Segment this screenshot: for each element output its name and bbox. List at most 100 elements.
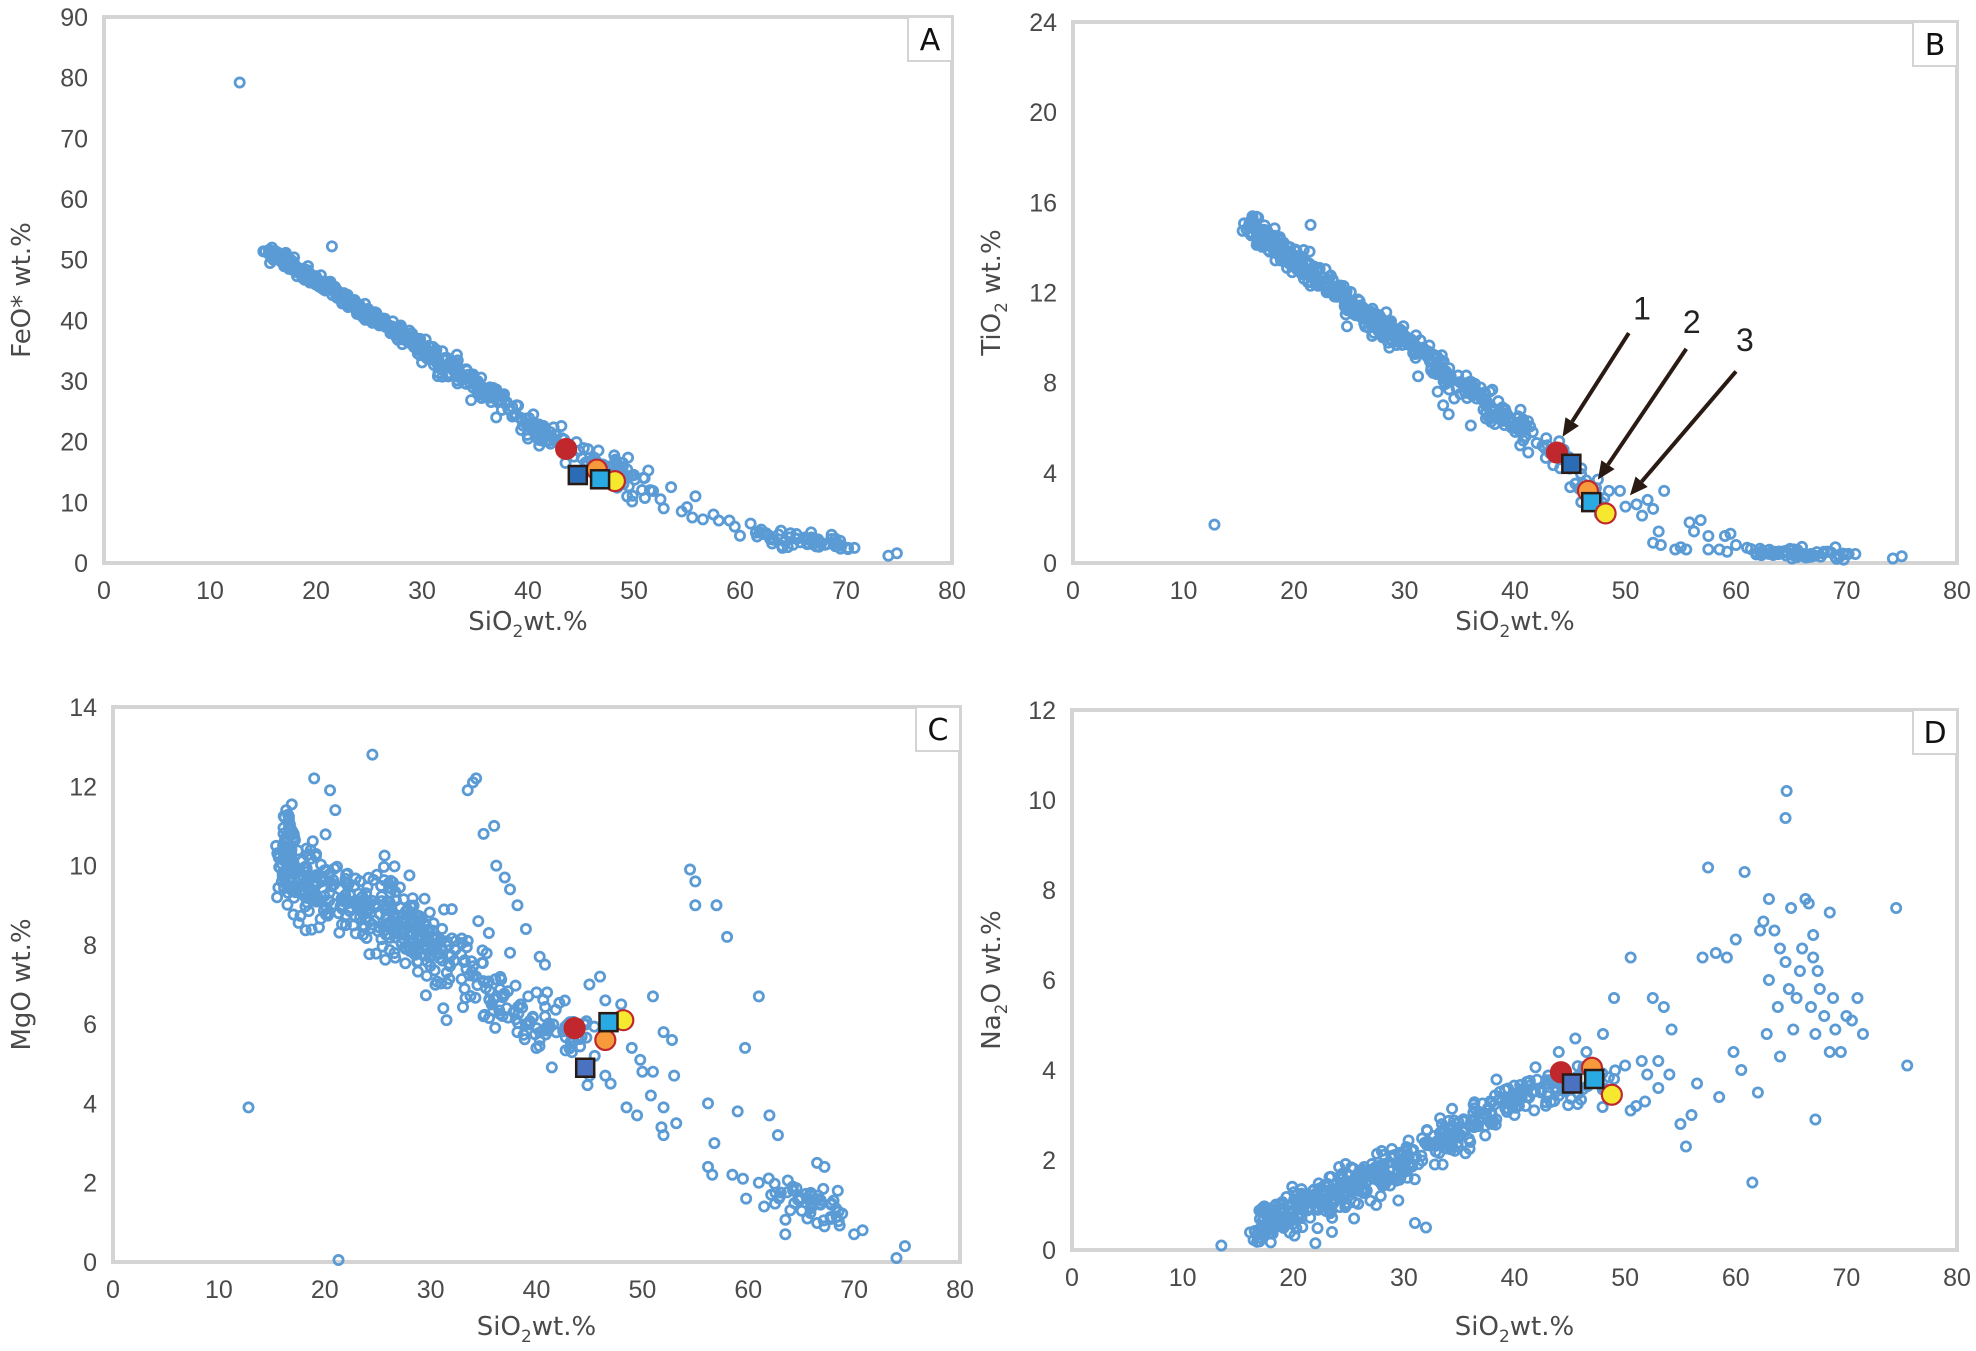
data-point [1474,381,1487,394]
data-point [509,407,522,420]
data-point [1286,1180,1299,1193]
data-point [533,1034,546,1047]
data-point [1774,942,1787,955]
data-point [1522,446,1535,459]
data-point [1486,1118,1499,1131]
data-points [242,748,911,1267]
data-point [1591,473,1604,486]
data-point [710,899,723,912]
annotation-label: 1 [1633,291,1651,327]
data-point [408,944,421,957]
data-point [423,906,436,919]
data-point [549,428,562,441]
y-tick-label: 6 [83,1011,97,1039]
data-point [1818,1010,1831,1023]
data-point [833,1219,846,1232]
data-point [616,456,629,469]
x-tick-label: 80 [946,1276,974,1304]
data-point [526,1010,539,1023]
data-point [1807,929,1820,942]
y-tick-label: 10 [60,489,88,517]
data-point [1398,1163,1411,1176]
data-point [1402,1134,1415,1147]
data-point [1263,239,1276,252]
data-point [721,930,734,943]
data-point [1251,1235,1264,1248]
x-axis-title: SiO2wt.% [477,1312,596,1347]
data-point [429,940,442,953]
data-point [1437,399,1450,412]
arrow-shaft [1570,331,1631,423]
data-point [646,990,659,1003]
data-point [558,994,571,1007]
data-point [1325,1226,1338,1239]
highlighted-samples [1545,441,1617,525]
arrow-head [1629,476,1648,496]
data-point [609,456,622,469]
data-point [476,957,489,970]
data-point [1652,525,1665,538]
data-point [1665,1023,1678,1036]
data-point [1779,956,1792,969]
data-point [429,933,442,946]
data-point [1448,392,1461,405]
data-point [1236,224,1249,237]
data-point [657,1026,670,1039]
data-point [1727,1046,1740,1059]
data-point [1720,951,1733,964]
data-point [1536,439,1549,452]
data-point [1829,1023,1842,1036]
data-point [1823,906,1836,919]
x-tick-label: 20 [1279,1264,1307,1292]
data-point [1750,548,1763,561]
data-point [706,1168,719,1181]
data-point [634,1053,647,1066]
data-point [739,1041,752,1054]
data-point [1646,992,1659,1005]
data-point [1215,1239,1228,1252]
data-point [1602,484,1615,497]
x-tick-label: 30 [417,1276,445,1304]
panel-label-box [907,16,953,62]
data-point [1762,974,1775,987]
sample-marker-light-blue-square [589,469,611,490]
data-point [1431,350,1444,363]
data-point [460,962,473,975]
x-tick-label: 10 [1170,577,1198,605]
y-tick-label: 70 [60,125,88,153]
arrow-shaft [1606,347,1688,466]
data-point [565,1040,578,1053]
data-point [580,1031,593,1044]
data-point [726,1168,739,1181]
data-point [1431,385,1444,398]
panel-label: A [920,23,941,58]
y-tick-label: 40 [60,307,88,335]
data-point [309,850,322,863]
data-point [1772,545,1785,558]
data-point [1793,965,1806,978]
data-point [890,547,903,560]
data-point [1441,374,1454,387]
data-point [384,874,397,887]
data-point [848,541,861,554]
data-point [684,863,697,876]
y-tick-label: 90 [60,4,88,32]
data-point [425,353,438,366]
x-tick-label: 40 [1501,577,1529,605]
data-point [314,281,327,294]
data-point [281,898,294,911]
x-axis-title: SiO2wt.% [1455,607,1574,642]
data-point [565,1046,578,1059]
x-tick-label: 50 [620,577,648,605]
data-point [448,943,461,956]
data-point [490,411,503,424]
y-tick-label: 8 [83,932,97,960]
data-point [439,359,452,372]
x-tick-label: 30 [408,577,436,605]
data-point [1597,1028,1610,1041]
data-point [1453,376,1466,389]
x-tick-label: 20 [311,1276,339,1304]
data-point [1630,1100,1643,1113]
data-point [388,946,401,959]
data-point [543,1022,556,1035]
